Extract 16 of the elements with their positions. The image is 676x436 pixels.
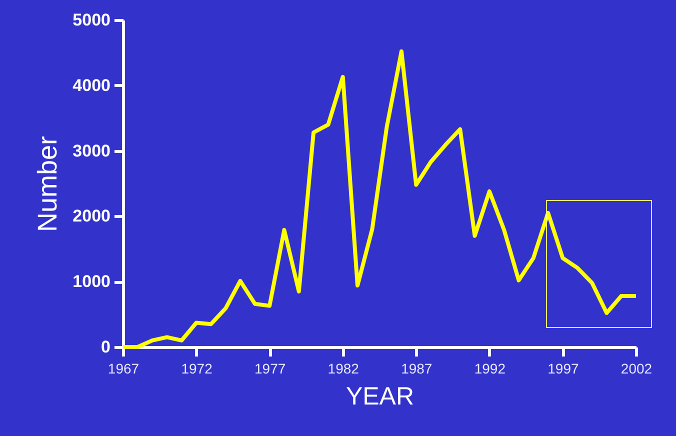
x-tick-label: 1977 <box>254 360 286 376</box>
y-axis-title: Number <box>32 136 63 232</box>
x-tick-label: 1997 <box>548 360 579 376</box>
x-tick-label: 1992 <box>474 360 506 376</box>
x-tick-label: 2002 <box>620 360 652 376</box>
x-tick-label: 1972 <box>181 360 213 376</box>
y-tick-label: 3000 <box>72 141 110 160</box>
x-tick-label: 1987 <box>401 360 432 376</box>
y-tick-label: 4000 <box>72 76 110 95</box>
x-tick-label: 1967 <box>108 360 140 376</box>
y-tick-label: 5000 <box>72 10 110 30</box>
x-axis-title: YEAR <box>346 382 414 410</box>
y-tick-label: 1000 <box>72 272 110 292</box>
y-tick-label: 0 <box>101 338 110 356</box>
y-tick-label: 2000 <box>72 206 110 226</box>
x-tick-label: 1982 <box>328 360 360 376</box>
